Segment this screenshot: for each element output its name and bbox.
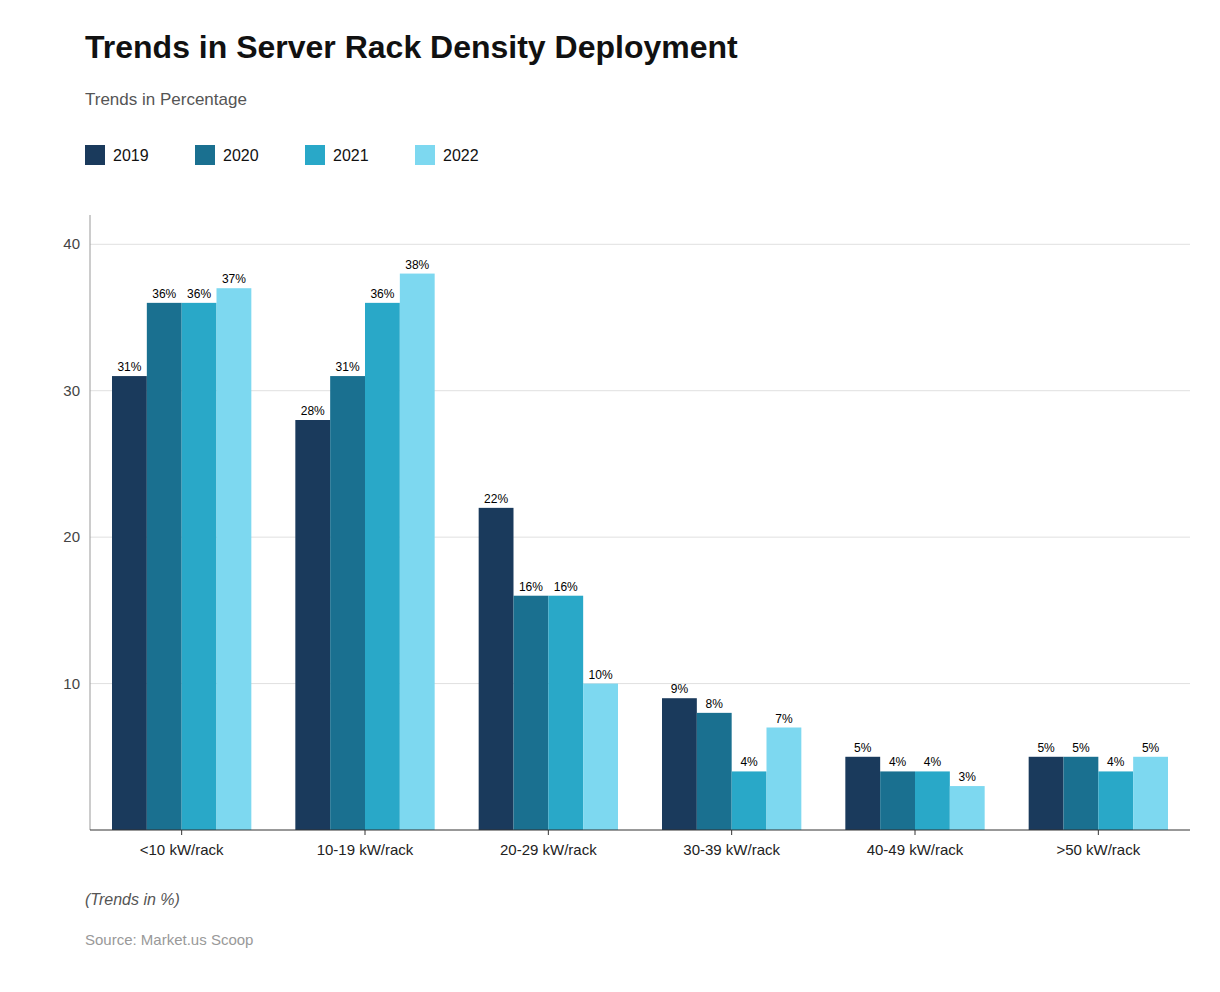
x-tick-label: <10 kW/rack — [140, 841, 224, 858]
bar — [1098, 771, 1133, 830]
x-tick-label: >50 kW/rack — [1056, 841, 1140, 858]
data-label: 10% — [589, 668, 613, 682]
data-label: 4% — [889, 755, 907, 769]
footnote: (Trends in %) — [85, 891, 180, 908]
data-label: 16% — [519, 580, 543, 594]
bar — [295, 420, 330, 830]
data-label: 36% — [187, 287, 211, 301]
x-tick-label: 20-29 kW/rack — [500, 841, 597, 858]
data-label: 3% — [959, 770, 977, 784]
x-tick — [365, 830, 366, 835]
bar — [112, 376, 147, 830]
data-label: 4% — [1107, 755, 1125, 769]
data-label: 4% — [740, 755, 758, 769]
bar — [767, 728, 802, 831]
bar — [217, 288, 252, 830]
data-label: 7% — [775, 712, 793, 726]
data-label: 5% — [1037, 741, 1055, 755]
bar — [548, 596, 583, 830]
data-label: 8% — [706, 697, 724, 711]
bar — [845, 757, 880, 830]
bar — [1029, 757, 1064, 830]
title: Trends in Server Rack Density Deployment — [85, 29, 738, 65]
x-tick-label: 10-19 kW/rack — [317, 841, 414, 858]
data-label: 5% — [854, 741, 872, 755]
bar — [147, 303, 182, 830]
legend-swatch — [415, 145, 435, 165]
x-tick — [731, 830, 732, 835]
x-tick-label: 40-49 kW/rack — [867, 841, 964, 858]
grid-line — [90, 244, 1190, 245]
bar — [514, 596, 549, 830]
legend-swatch — [195, 145, 215, 165]
bar — [182, 303, 217, 830]
bar — [915, 771, 950, 830]
data-label: 31% — [117, 360, 141, 374]
bar — [400, 274, 435, 830]
data-label: 22% — [484, 492, 508, 506]
y-tick-label: 30 — [63, 382, 80, 399]
subtitle: Trends in Percentage — [85, 90, 247, 109]
data-label: 36% — [370, 287, 394, 301]
data-label: 4% — [924, 755, 942, 769]
bar — [950, 786, 985, 830]
data-label: 5% — [1142, 741, 1160, 755]
bar — [365, 303, 400, 830]
legend-label: 2021 — [333, 147, 369, 164]
data-label: 37% — [222, 272, 246, 286]
legend-label: 2019 — [113, 147, 149, 164]
data-label: 5% — [1072, 741, 1090, 755]
data-labels: 31% 28% 22% 9% 5% 5% 36% 31% 16% 8% 4% 5% 36% 36% 16% 4… — [117, 258, 1159, 785]
bar — [1133, 757, 1168, 830]
legend-label: 2020 — [223, 147, 259, 164]
bar — [1064, 757, 1099, 830]
legend-label: 2022 — [443, 147, 479, 164]
y-tick-label: 40 — [63, 235, 80, 252]
data-label: 28% — [301, 404, 325, 418]
x-tick — [915, 830, 916, 835]
bar — [732, 771, 767, 830]
x-tick — [181, 830, 182, 835]
data-label: 31% — [336, 360, 360, 374]
data-label: 36% — [152, 287, 176, 301]
x-tick — [548, 830, 549, 835]
grid-line — [90, 683, 1190, 684]
x-axis-line — [90, 830, 1190, 831]
chart: Trends in Server Rack Density Deployment… — [0, 0, 1220, 992]
bar — [330, 376, 365, 830]
y-axis-line — [90, 215, 91, 830]
legend: 2019 2020 2021 2022 — [85, 145, 479, 165]
data-label: 38% — [405, 258, 429, 272]
legend-swatch — [85, 145, 105, 165]
bar — [697, 713, 732, 830]
bar — [662, 698, 697, 830]
bar — [583, 684, 618, 830]
grid — [90, 244, 1190, 683]
x-tick — [1098, 830, 1099, 835]
background — [0, 0, 1220, 992]
legend-swatch — [305, 145, 325, 165]
bar — [479, 508, 514, 830]
grid-line — [90, 390, 1190, 391]
bar — [880, 771, 915, 830]
data-label: 16% — [554, 580, 578, 594]
grid-line — [90, 537, 1190, 538]
y-tick-label: 20 — [63, 528, 80, 545]
data-label: 9% — [671, 682, 689, 696]
x-tick-label: 30-39 kW/rack — [683, 841, 780, 858]
y-tick-label: 10 — [63, 675, 80, 692]
source: Source: Market.us Scoop — [85, 931, 253, 948]
bars — [112, 274, 1168, 830]
